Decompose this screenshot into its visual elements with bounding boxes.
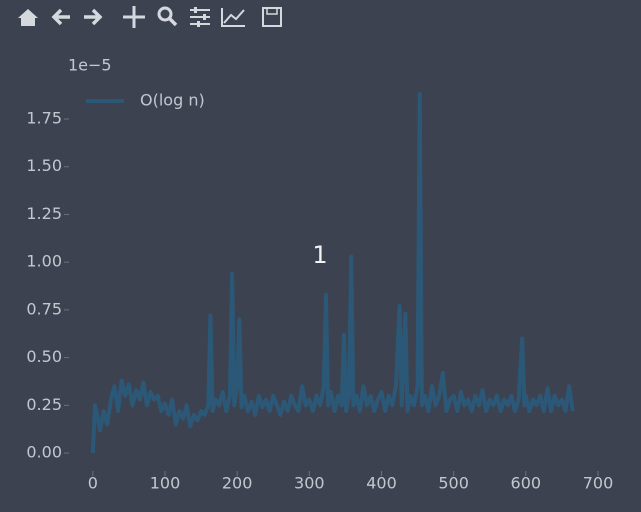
configure-button[interactable] (190, 7, 210, 27)
x-tick-label: 500 (438, 474, 469, 493)
x-tick-label: 200 (222, 474, 253, 493)
y-tick-label: 0.25 (26, 395, 62, 414)
x-tick-label: 600 (511, 474, 542, 493)
x-tick-label: 0 (88, 474, 98, 493)
y-tick-label: 1.25 (26, 204, 62, 223)
y-tick-label: 0.00 (26, 443, 62, 462)
home-button[interactable] (18, 9, 38, 26)
legend-label: O(log n) (140, 91, 205, 110)
x-tick-label: 100 (150, 474, 181, 493)
plot-area: 0.00 0.25 0.50 0.75 1.00 1.25 1.50 1.75 0 100 200 3… (26, 91, 613, 493)
x-tick-label: 400 (366, 474, 397, 493)
pan-button[interactable] (123, 6, 145, 28)
forward-button[interactable] (84, 8, 103, 26)
y-tick-label: 1.50 (26, 156, 62, 175)
y-tick-label: 0.50 (26, 347, 62, 366)
toolbar (18, 6, 282, 28)
back-button[interactable] (51, 8, 70, 26)
x-tick-label: 300 (294, 474, 325, 493)
overlay-label: 1 (312, 241, 327, 269)
save-button[interactable] (262, 7, 282, 27)
y-tick-label: 1.75 (26, 108, 62, 127)
data-line (90, 92, 575, 454)
zoom-button[interactable] (157, 6, 178, 27)
y-tick-label: 1.00 (26, 252, 62, 271)
y-tick-label: 0.75 (26, 299, 62, 318)
x-tick-label: 700 (583, 474, 614, 493)
edit-axis-button[interactable] (221, 8, 245, 27)
offset-text: 1e−5 (68, 56, 112, 75)
